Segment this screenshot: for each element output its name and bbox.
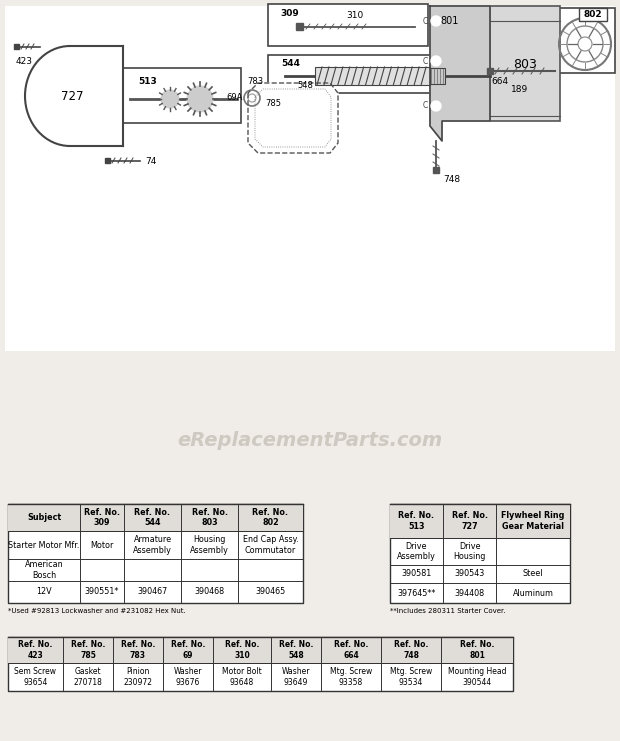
Text: 390543: 390543 [454,570,485,579]
Text: Sem Screw
93654: Sem Screw 93654 [14,668,56,687]
Text: 548: 548 [297,82,313,90]
Text: 12V: 12V [36,588,52,597]
Text: Ref. No.
310: Ref. No. 310 [225,640,259,659]
Bar [390,504,570,603]
Text: Gasket
270718: Gasket 270718 [74,668,102,687]
Text: End Cap Assy.
Commutator: End Cap Assy. Commutator [242,535,298,555]
Text: Subject: Subject [27,513,61,522]
Text: 310: 310 [347,12,363,21]
Text: Starter Motor Mfr.: Starter Motor Mfr. [8,540,80,550]
Text: Washer
93676: Washer 93676 [174,668,202,687]
Text: 394408: 394408 [454,588,485,597]
Text: Housing
Assembly: Housing Assembly [190,535,229,555]
Text: 69A: 69A [227,93,243,102]
Text: Aluminum: Aluminum [513,588,554,597]
Text: 423: 423 [16,56,33,65]
Text: Mtg. Screw
93358: Mtg. Screw 93358 [330,668,372,687]
Text: 309: 309 [281,10,299,19]
Text: 390467: 390467 [138,588,167,597]
Circle shape [431,56,441,66]
Bar [554,8,615,73]
Text: **Includes 280311 Starter Cover.: **Includes 280311 Starter Cover. [390,608,505,614]
Text: American
Bosch: American Bosch [25,560,63,579]
Bar [8,637,513,663]
Text: 390465: 390465 [255,588,286,597]
Text: 390581: 390581 [401,570,432,579]
Text: 727: 727 [61,90,83,102]
Text: Mtg. Screw
93534: Mtg. Screw 93534 [390,668,432,687]
Text: Ref. No.
423: Ref. No. 423 [19,640,53,659]
Text: Ref. No.
664: Ref. No. 664 [334,640,368,659]
Bar [296,23,303,30]
Text: Drive
Assembly: Drive Assembly [397,542,436,561]
Circle shape [431,101,441,111]
Text: 783: 783 [247,76,263,85]
Bar [14,44,19,49]
Text: Pinion
230972: Pinion 230972 [123,668,153,687]
Bar [433,167,439,173]
Bar [8,504,303,531]
Text: C: C [422,16,428,25]
Polygon shape [430,6,490,141]
Bar [8,504,303,603]
Text: 785: 785 [265,99,281,107]
Text: eReplacementParts.com: eReplacementParts.com [177,431,443,451]
Text: 802: 802 [583,10,602,19]
Text: 390551*: 390551* [85,588,119,597]
Bar [268,55,453,93]
Text: Ref. No.
783: Ref. No. 783 [121,640,155,659]
Text: 801: 801 [441,16,459,26]
Polygon shape [248,83,338,153]
Circle shape [161,90,179,108]
Text: Ref. No.
544: Ref. No. 544 [135,508,170,527]
Text: 748: 748 [443,174,460,184]
Bar [315,67,430,85]
Text: 803: 803 [513,58,537,70]
Text: Mounting Head
390544: Mounting Head 390544 [448,668,507,687]
Text: 544: 544 [281,59,301,68]
Text: 390468: 390468 [195,588,224,597]
Circle shape [431,16,441,26]
Text: Ref. No.
748: Ref. No. 748 [394,640,428,659]
Text: Steel: Steel [523,570,543,579]
Text: 513: 513 [139,76,157,85]
Bar [430,68,445,84]
Bar [268,4,428,46]
Text: Ref. No.
727: Ref. No. 727 [451,511,487,531]
Text: 397645**: 397645** [397,588,436,597]
Bar [487,68,493,74]
Text: Motor Bolt
93648: Motor Bolt 93648 [222,668,262,687]
Text: Ref. No.
69: Ref. No. 69 [171,640,205,659]
Text: *Used #92813 Lockwasher and #231082 Hex Nut.: *Used #92813 Lockwasher and #231082 Hex … [8,608,186,614]
Text: 74: 74 [145,156,156,165]
Text: C: C [422,102,428,110]
Text: C: C [422,56,428,65]
Text: 189: 189 [512,85,529,95]
Text: Ref. No.
309: Ref. No. 309 [84,508,120,527]
Text: 664: 664 [492,76,508,85]
Bar [105,158,110,163]
Text: Armature
Assembly: Armature Assembly [133,535,172,555]
Text: Ref. No.
513: Ref. No. 513 [399,511,435,531]
Text: Motor: Motor [91,540,113,550]
Circle shape [187,86,213,112]
Text: Ref. No.
801: Ref. No. 801 [460,640,494,659]
Bar [490,6,560,121]
Text: Ref. No.
548: Ref. No. 548 [279,640,313,659]
Text: Washer
93649: Washer 93649 [281,668,310,687]
Bar [123,68,241,123]
Bar [8,637,513,691]
Bar [390,504,570,538]
Text: Ref. No.
802: Ref. No. 802 [252,508,288,527]
Bar [5,6,615,351]
Text: Drive
Housing: Drive Housing [453,542,485,561]
Bar [579,8,607,21]
Text: Flywheel Ring
Gear Material: Flywheel Ring Gear Material [502,511,565,531]
Text: Ref. No.
803: Ref. No. 803 [192,508,228,527]
Text: Ref. No.
785: Ref. No. 785 [71,640,105,659]
